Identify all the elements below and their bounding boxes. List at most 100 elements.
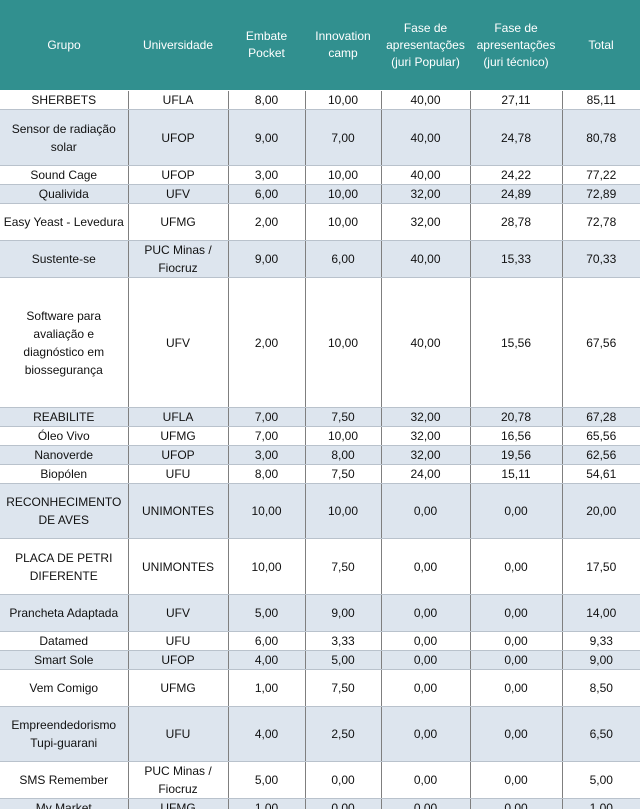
score-cell: 0,00: [380, 538, 470, 595]
score-cell: 0,00: [469, 483, 562, 539]
score-cell: 54,61: [561, 464, 640, 484]
score-cell: 28,78: [469, 203, 562, 241]
score-cell: 7,50: [304, 407, 381, 427]
score-cell: 72,89: [561, 184, 640, 204]
group-cell: Vem Comigo: [0, 669, 128, 707]
group-cell: Easy Yeast - Levedura: [0, 203, 128, 241]
university-cell: UFV: [127, 277, 228, 408]
score-cell: 15,33: [469, 240, 562, 278]
score-cell: 1,00: [227, 669, 305, 707]
header-cell: Embate Pocket: [228, 0, 305, 91]
table-row: Óleo Vivo UFMG 7,00 10,00 32,00 16,56 65,56: [0, 426, 640, 446]
university-cell: UFU: [127, 706, 228, 762]
group-cell: RECONHECIMENTO DE AVES: [0, 483, 128, 539]
table-row: REABILITE UFLA 7,00 7,50 32,00 20,78 67,28: [0, 407, 640, 427]
score-cell: 10,00: [304, 184, 381, 204]
score-cell: 4,00: [227, 706, 305, 762]
header-cell: Grupo: [0, 0, 128, 91]
table-row: Vem Comigo UFMG 1,00 7,50 0,00 0,00 8,50: [0, 669, 640, 707]
group-cell: Smart Sole: [0, 650, 128, 670]
table-row: RECONHECIMENTO DE AVES UNIMONTES 10,00 10,0…: [0, 483, 640, 539]
score-cell: 72,78: [561, 203, 640, 241]
score-cell: 24,89: [469, 184, 562, 204]
university-cell: UFMG: [127, 426, 228, 446]
score-cell: 32,00: [380, 407, 470, 427]
score-cell: 0,00: [469, 669, 562, 707]
university-cell: UFMG: [127, 669, 228, 707]
score-cell: 0,00: [380, 594, 470, 632]
score-cell: 8,00: [304, 445, 381, 465]
score-cell: 7,00: [227, 407, 305, 427]
university-cell: UFLA: [127, 407, 228, 427]
score-cell: 77,22: [561, 165, 640, 185]
university-cell: UFMG: [127, 798, 228, 809]
table-row: Sustente-se PUC Minas / Fiocruz 9,00 6,00 40…: [0, 240, 640, 278]
score-cell: 14,00: [561, 594, 640, 632]
table-row: Easy Yeast - Levedura UFMG 2,00 10,00 32,00 2…: [0, 203, 640, 241]
table-row: Sound Cage UFOP 3,00 10,00 40,00 24,22 77,22: [0, 165, 640, 185]
table-row: Software para avaliação e diagnóstico em…: [0, 277, 640, 408]
score-cell: 32,00: [380, 426, 470, 446]
university-cell: UFMG: [127, 203, 228, 241]
score-cell: 15,11: [469, 464, 562, 484]
score-cell: 2,00: [227, 203, 305, 241]
group-cell: SMS Remember: [0, 761, 128, 799]
score-cell: 40,00: [380, 165, 470, 185]
score-cell: 7,00: [304, 109, 381, 166]
header-cell: Universidade: [128, 0, 228, 91]
table-row: SHERBETS UFLA 8,00 10,00 40,00 27,11 85,11: [0, 90, 640, 110]
score-cell: 7,50: [304, 538, 381, 595]
score-cell: 10,00: [227, 483, 305, 539]
header-cell: Fase de apresentações (juri Popular): [381, 0, 470, 91]
score-cell: 10,00: [227, 538, 305, 595]
group-cell: Óleo Vivo: [0, 426, 128, 446]
score-cell: 32,00: [380, 203, 470, 241]
score-cell: 16,56: [469, 426, 562, 446]
header-cell: Innovation camp: [305, 0, 381, 91]
score-cell: 40,00: [380, 277, 470, 408]
group-cell: Prancheta Adaptada: [0, 594, 128, 632]
score-cell: 70,33: [561, 240, 640, 278]
score-cell: 8,50: [561, 669, 640, 707]
table-row: Empreendedorismo Tupi-guarani UFU 4,00 2,50…: [0, 706, 640, 762]
score-cell: 10,00: [304, 90, 381, 110]
score-cell: 15,56: [469, 277, 562, 408]
university-cell: PUC Minas / Fiocruz: [127, 761, 228, 799]
table-row: Prancheta Adaptada UFV 5,00 9,00 0,00 0,00 14,…: [0, 594, 640, 632]
score-cell: 5,00: [227, 761, 305, 799]
group-cell: Sustente-se: [0, 240, 128, 278]
group-cell: Sensor de radiação solar: [0, 109, 128, 166]
score-cell: 6,00: [227, 184, 305, 204]
score-cell: 5,00: [304, 650, 381, 670]
score-cell: 6,00: [227, 631, 305, 651]
score-cell: 67,28: [561, 407, 640, 427]
table-row: Sensor de radiação solar UFOP 9,00 7,00 40,0…: [0, 109, 640, 166]
group-cell: My Market: [0, 798, 128, 809]
score-cell: 65,56: [561, 426, 640, 446]
score-cell: 85,11: [561, 90, 640, 110]
score-cell: 5,00: [561, 761, 640, 799]
university-cell: UFOP: [127, 650, 228, 670]
group-cell: SHERBETS: [0, 90, 128, 110]
header-row: Grupo Universidade Embate Pocket Innovation…: [0, 0, 640, 91]
score-cell: 0,00: [380, 706, 470, 762]
university-cell: UFV: [127, 594, 228, 632]
header-cell: Total: [562, 0, 640, 91]
score-cell: 24,78: [469, 109, 562, 166]
score-cell: 62,56: [561, 445, 640, 465]
score-cell: 9,00: [304, 594, 381, 632]
university-cell: UFOP: [127, 445, 228, 465]
score-cell: 9,00: [561, 650, 640, 670]
score-cell: 0,00: [304, 761, 381, 799]
group-cell: REABILITE: [0, 407, 128, 427]
table-row: Smart Sole UFOP 4,00 5,00 0,00 0,00 9,00: [0, 650, 640, 670]
university-cell: PUC Minas / Fiocruz: [127, 240, 228, 278]
table-row: My Market UFMG 1,00 0,00 0,00 0,00 1,00: [0, 798, 640, 809]
score-cell: 0,00: [469, 706, 562, 762]
university-cell: UFLA: [127, 90, 228, 110]
group-cell: Qualivida: [0, 184, 128, 204]
university-cell: UFOP: [127, 109, 228, 166]
university-cell: UFV: [127, 184, 228, 204]
